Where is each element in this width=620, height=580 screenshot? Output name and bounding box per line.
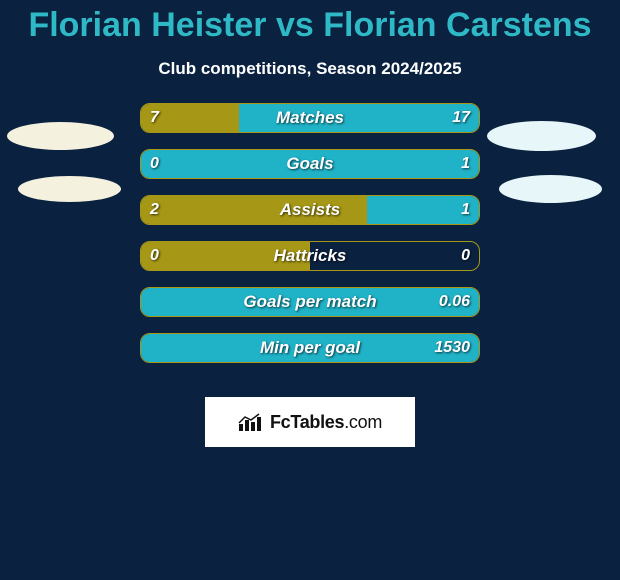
logo-text-bold: FcTables xyxy=(270,412,344,432)
stat-row: Min per goal1530 xyxy=(0,333,620,363)
bar-fill-right xyxy=(239,104,479,132)
player-ellipse xyxy=(7,122,114,150)
bar-fill-left xyxy=(141,196,367,224)
stat-bar: Min per goal xyxy=(140,333,480,363)
logo-text-rest: .com xyxy=(344,412,382,432)
stat-bar: Goals xyxy=(140,149,480,179)
bar-fill-right xyxy=(141,334,479,362)
fctables-logo: FcTables.com xyxy=(205,397,415,447)
player-ellipse xyxy=(18,176,121,202)
bar-fill-left xyxy=(141,242,310,270)
stat-bar: Goals per match xyxy=(140,287,480,317)
player-ellipse xyxy=(487,121,596,151)
stat-row: Goals per match0.06 xyxy=(0,287,620,317)
page-title: Florian Heister vs Florian Carstens xyxy=(0,6,620,45)
logo-text: FcTables.com xyxy=(270,412,382,433)
bar-fill-right xyxy=(141,288,479,316)
stat-row: Hattricks00 xyxy=(0,241,620,271)
player-ellipse xyxy=(499,175,602,203)
stat-bar: Assists xyxy=(140,195,480,225)
stat-row: Goals01 xyxy=(0,149,620,179)
subtitle: Club competitions, Season 2024/2025 xyxy=(0,59,620,79)
bar-fill-left xyxy=(141,104,239,132)
bar-fill-right xyxy=(367,196,479,224)
bar-fill-right xyxy=(141,150,479,178)
chart-icon xyxy=(238,412,264,432)
stat-bar: Matches xyxy=(140,103,480,133)
stat-bar: Hattricks xyxy=(140,241,480,271)
